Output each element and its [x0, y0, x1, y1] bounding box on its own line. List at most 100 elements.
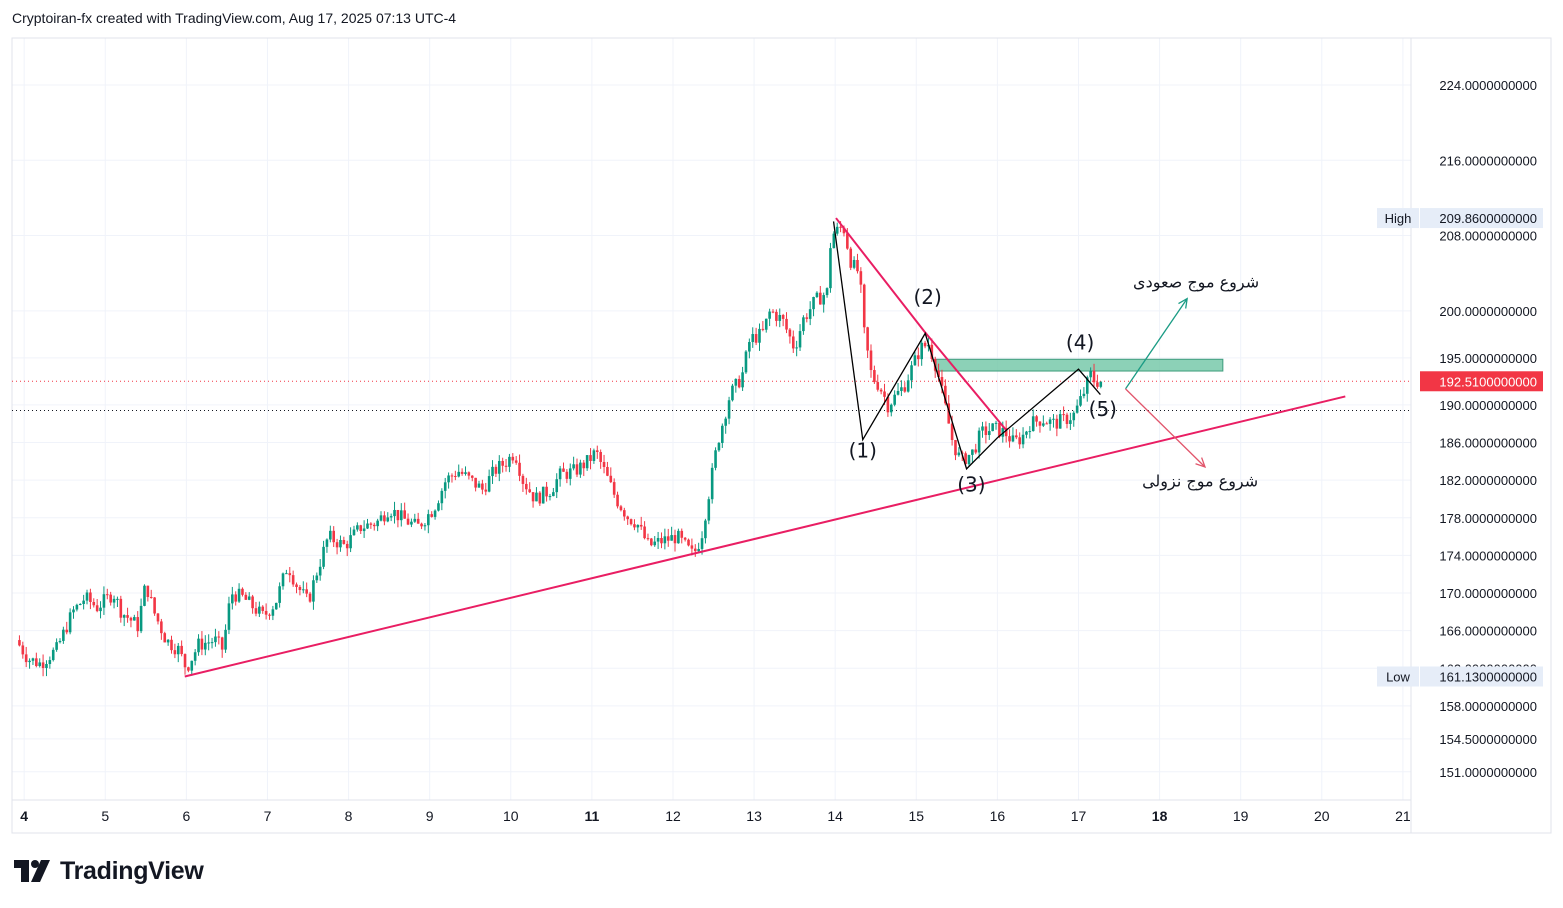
- candle-body: [410, 521, 413, 525]
- candle-body: [896, 390, 900, 395]
- candle-body: [315, 575, 319, 581]
- candle-body: [82, 600, 85, 604]
- price-axis[interactable]: 224.0000000000 216.0000000000 208.00000000…: [1439, 78, 1537, 780]
- candle-body: [433, 510, 437, 517]
- candle-body: [31, 658, 35, 661]
- candle-body: [1062, 414, 1065, 416]
- candle-body: [447, 475, 450, 483]
- candle-body: [906, 380, 910, 392]
- candle-body: [710, 467, 714, 500]
- candle-body: [998, 422, 1001, 437]
- x-tick-label: 17: [1071, 808, 1087, 824]
- candle-body: [619, 506, 623, 511]
- candle-body: [1092, 370, 1096, 383]
- candle-body: [1099, 381, 1103, 387]
- candle-body: [758, 328, 761, 343]
- candle-body: [633, 524, 636, 528]
- candle-body: [379, 515, 383, 521]
- grid-lines: [12, 38, 1411, 800]
- x-tick-label: 7: [264, 808, 272, 824]
- candle-body: [700, 538, 704, 549]
- trendline-descending-resistance: [835, 217, 1008, 431]
- candle-body: [55, 642, 58, 650]
- candle-body: [1065, 414, 1069, 424]
- candle-body: [778, 314, 782, 321]
- candle-body: [251, 596, 254, 609]
- annotations: شروع موج صعودی شروع موج نزولی: [1133, 272, 1259, 491]
- candle-body: [900, 387, 903, 391]
- candle-body: [366, 523, 369, 529]
- candle-body: [957, 452, 961, 456]
- candle-body: [923, 342, 927, 347]
- x-tick-label: 18: [1152, 808, 1168, 824]
- candle-body: [264, 610, 268, 615]
- candle-body: [839, 226, 842, 228]
- wave-label: (5): [1089, 397, 1117, 421]
- trendlines: [184, 217, 1346, 678]
- candle-body: [521, 475, 525, 484]
- candle-body: [254, 608, 258, 614]
- candle-body: [332, 530, 336, 543]
- candle-body: [737, 378, 741, 388]
- candle-body: [85, 592, 89, 601]
- candle-body: [345, 543, 349, 549]
- candle-body: [1045, 423, 1049, 425]
- candle-body: [467, 472, 471, 476]
- candle-body: [1058, 414, 1062, 429]
- wave-label: (2): [913, 285, 941, 309]
- candle-body: [981, 426, 984, 431]
- candle-body: [180, 645, 183, 655]
- time-axis[interactable]: 4 5 6 7 8 9 10 11 12 13 14 15 16 17 18 19 20 21: [20, 808, 1411, 824]
- candle-body: [38, 662, 42, 667]
- candle-body: [359, 525, 363, 532]
- candle-body: [798, 331, 802, 348]
- tradingview-logo-icon: [14, 860, 50, 882]
- candle-body: [335, 542, 339, 548]
- candle-body: [51, 649, 55, 661]
- candle-body: [751, 334, 755, 343]
- x-tick-label: 11: [584, 808, 599, 824]
- candle-body: [95, 605, 99, 612]
- candle-body: [805, 317, 809, 319]
- high-tag-bg: [1377, 208, 1419, 229]
- candle-body: [464, 472, 467, 474]
- candle-body: [1075, 405, 1079, 413]
- candle-body: [852, 259, 856, 268]
- low-tag-bg: [1377, 666, 1419, 687]
- candle-body: [910, 365, 913, 381]
- candle-body: [393, 509, 396, 517]
- x-tick-label: 4: [20, 808, 28, 824]
- candle-body: [102, 594, 106, 608]
- candle-body: [383, 515, 386, 522]
- candle-body: [707, 499, 711, 521]
- candle-body: [214, 636, 217, 643]
- candle-body: [775, 311, 778, 321]
- candle-body: [690, 545, 694, 549]
- y-tick-label: 174.0000000000: [1439, 548, 1537, 563]
- candle-body: [650, 538, 653, 546]
- candle-body: [673, 535, 677, 544]
- candle-body: [1089, 370, 1092, 378]
- candle-body: [964, 453, 967, 465]
- candle-body: [744, 351, 748, 373]
- candle-body: [1052, 418, 1055, 420]
- candle-body: [58, 640, 62, 643]
- candle-body: [1028, 431, 1032, 433]
- tradingview-brand[interactable]: TradingView: [14, 856, 204, 886]
- candle-body: [920, 342, 923, 360]
- candle-body: [984, 426, 988, 436]
- candle-body: [568, 468, 572, 479]
- candle-body: [62, 629, 65, 641]
- y-tick-label: 182.0000000000: [1439, 473, 1537, 488]
- candle-body: [24, 654, 28, 663]
- candle-body: [329, 530, 332, 540]
- x-tick-label: 5: [101, 808, 109, 824]
- candle-body: [846, 233, 849, 249]
- candle-body: [754, 334, 758, 343]
- candle-body: [72, 609, 75, 613]
- candle-body: [281, 573, 285, 587]
- arrows: [1124, 297, 1207, 469]
- candle-body: [883, 391, 886, 397]
- y-tick-label: 186.0000000000: [1439, 436, 1537, 451]
